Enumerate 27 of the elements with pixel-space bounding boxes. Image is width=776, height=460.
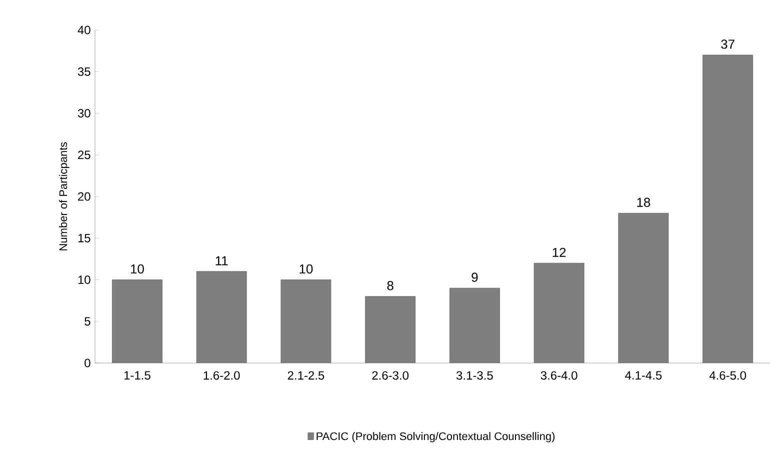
y-tick-label: 5 [84, 317, 90, 326]
y-tick-label: 30 [78, 109, 90, 118]
y-tick-label: 15 [78, 234, 90, 242]
x-tick-label: 1-1.5 [124, 371, 150, 380]
data-label: 8 [387, 280, 394, 290]
data-label: 10 [300, 264, 313, 274]
y-tick-label: 20 [78, 192, 90, 201]
data-label: 11 [216, 256, 228, 266]
x-tick-label: 1.6-2.0 [204, 371, 240, 380]
y-tick-label: 40 [78, 26, 90, 34]
y-tick-label: 0 [84, 358, 90, 368]
x-tick-label: 2.1-2.5 [288, 371, 324, 380]
data-label: 9 [472, 272, 478, 282]
data-label: 18 [637, 198, 650, 207]
y-tick-label: 25 [78, 150, 90, 160]
y-tick-label: 35 [78, 67, 90, 76]
x-tick-label: 4.6-5.0 [709, 371, 746, 380]
x-tick-label: 4.1-4.5 [625, 371, 662, 380]
legend-label: PACIC (Problem Solving/Contextual Counselling) [316, 432, 555, 442]
x-tick-label: 3.1-3.5 [456, 371, 493, 380]
x-tick-label: 2.6-3.0 [372, 371, 409, 380]
y-tick-label: 10 [78, 276, 90, 284]
data-label: 12 [552, 248, 566, 257]
data-label: 10 [130, 264, 144, 274]
y-axis-title: Number of Particpants [59, 142, 70, 250]
data-label: 37 [721, 40, 734, 49]
x-tick-label: 3.6-4.0 [540, 371, 578, 380]
